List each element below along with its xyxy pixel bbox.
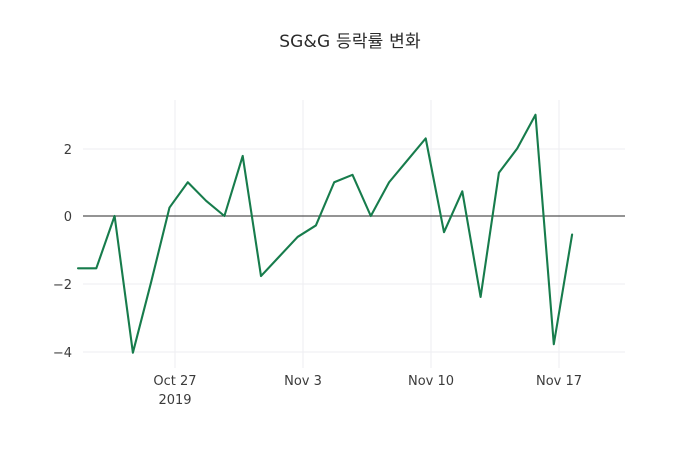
x-tick-label: Nov 17 — [536, 374, 582, 389]
y-tick-label: −2 — [53, 278, 72, 293]
x-tick-label: Nov 10 — [408, 374, 454, 389]
x-axis-tick-labels: Oct 27 2019 Nov 3 Nov 10 Nov 17 — [153, 374, 582, 408]
vertical-gridlines — [174, 100, 560, 368]
x-tick-label: Oct 27 — [153, 374, 196, 389]
horizontal-gridlines — [83, 148, 625, 353]
y-tick-label: −4 — [53, 346, 72, 361]
x-tick-sublabel-year: 2019 — [158, 393, 191, 408]
y-tick-label: 0 — [64, 210, 72, 225]
y-tick-label: 2 — [64, 143, 72, 158]
chart-title: SG&G 등락률 변화 — [279, 32, 421, 52]
data-series-line — [76, 113, 574, 354]
y-axis-tick-labels: 2 0 −2 −4 — [53, 143, 72, 361]
x-tick-label: Nov 3 — [284, 374, 322, 389]
